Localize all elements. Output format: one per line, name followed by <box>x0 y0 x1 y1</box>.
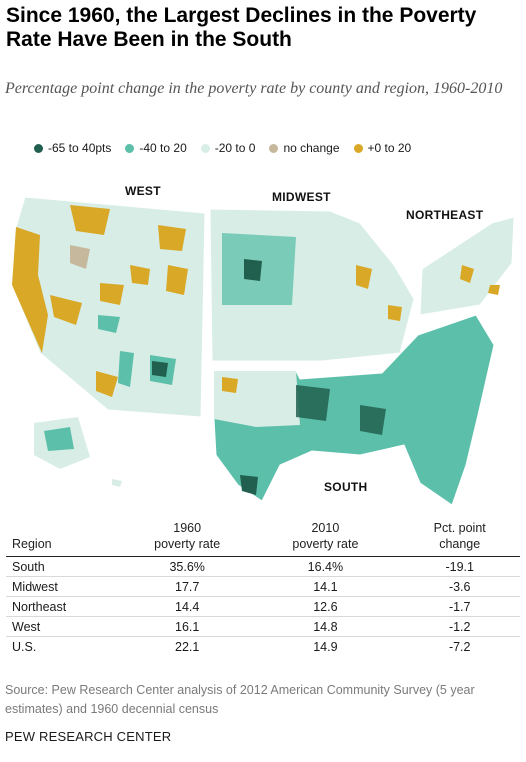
cell-rate-2010: 14.9 <box>313 639 338 654</box>
col-header-change-line1: Pct. point <box>433 521 486 535</box>
legend-item: -40 to 20 <box>125 141 187 155</box>
northeast-region-shape <box>419 216 515 316</box>
cell-region: South <box>6 556 123 577</box>
west-gold-area <box>50 295 82 325</box>
cell-region: West <box>6 616 123 637</box>
col-header-region: Region <box>6 518 123 557</box>
cell-change: -1.7 <box>399 596 520 617</box>
west-gold-area <box>70 205 110 235</box>
west-gold-area <box>70 245 90 269</box>
legend-swatch <box>125 143 135 153</box>
northeast-gold-area <box>488 285 500 295</box>
west-gold-area <box>158 225 186 251</box>
west-teal-area <box>118 351 134 387</box>
table-row: West 16.1 14.8 -1.2 <box>6 616 520 637</box>
region-south <box>213 314 495 506</box>
col-header-2010: 2010 poverty rate <box>251 518 400 557</box>
table-row: South 35.6% 16.4% -19.1 <box>6 556 520 577</box>
table-header-row: Region 1960 poverty rate 2010 poverty ra… <box>6 518 520 557</box>
west-gold-area <box>166 265 188 295</box>
footer-credit: PEW RESEARCH CENTER <box>5 729 172 744</box>
midwest-gold-area <box>388 305 402 321</box>
col-header-change-line2: change <box>439 537 481 551</box>
us-county-map: WEST MIDWEST NORTHEAST SOUTH <box>0 165 526 520</box>
cell-rate-1960: 16.1 <box>122 616 252 637</box>
west-dark-area <box>152 361 168 377</box>
cell-change: -19.1 <box>399 556 520 577</box>
south-dark-area <box>240 475 258 495</box>
legend-swatch <box>353 143 363 153</box>
region-label-west: WEST <box>125 184 161 198</box>
poverty-rate-table: Region 1960 poverty rate 2010 poverty ra… <box>6 518 520 656</box>
legend-label: -65 to 40pts <box>48 141 112 155</box>
midwest-dark-area <box>244 259 262 281</box>
cell-change: -3.6 <box>399 576 520 597</box>
cell-rate-1960: 22.1 <box>175 639 200 654</box>
legend-item: -65 to 40pts <box>34 141 111 155</box>
legend-label: -40 to 20 <box>139 141 187 155</box>
legend-item: +0 to 20 <box>353 141 412 155</box>
hawaii-shape <box>112 479 122 487</box>
table-row: U.S. 22.1 14.9 -7.2 <box>6 637 520 657</box>
col-header-2010-line1: 2010 <box>311 521 340 535</box>
south-dark-area <box>360 405 386 435</box>
cell-rate-2010: 12.6 <box>251 596 400 617</box>
cell-region: Midwest <box>6 576 123 597</box>
map-svg: WEST MIDWEST NORTHEAST SOUTH <box>11 184 515 506</box>
legend-label: +0 to 20 <box>367 141 412 155</box>
midwest-gold-area <box>356 265 372 289</box>
col-header-1960: 1960 poverty rate <box>122 518 252 557</box>
col-header-1960-line1: 1960 <box>173 521 202 535</box>
south-dark-area <box>296 385 330 421</box>
northeast-gold-area <box>460 265 474 283</box>
region-label-midwest: MIDWEST <box>272 190 331 204</box>
legend: -65 to 40pts -40 to 20 -20 to 0 no chang… <box>34 139 425 157</box>
region-label-northeast: NORTHEAST <box>406 208 484 222</box>
col-header-1960-line2: poverty rate <box>154 537 221 551</box>
chart-title: Since 1960, the Largest Declines in the … <box>6 4 477 51</box>
legend-label: no change <box>283 141 340 155</box>
west-gold-area <box>96 371 118 397</box>
cell-rate-1960: 14.4 <box>122 596 252 617</box>
col-header-region-text: Region <box>12 537 52 551</box>
west-gold-area <box>100 283 124 305</box>
cell-rate-2010: 14.1 <box>251 576 400 597</box>
legend-swatch <box>34 143 43 153</box>
cell-rate-2010: 16.4% <box>251 556 400 577</box>
region-northeast <box>419 216 515 316</box>
cell-rate-1960: 35.6% <box>122 556 252 577</box>
west-gold-area <box>130 265 150 285</box>
cell-change: -7.2 <box>448 639 471 654</box>
west-teal-area <box>98 315 120 333</box>
cell-change: -1.2 <box>399 616 520 637</box>
alaska-teal <box>44 427 74 451</box>
west-coast-gold-band <box>12 227 48 353</box>
legend-item: -20 to 0 <box>200 141 256 155</box>
region-midwest <box>209 208 415 362</box>
table-row: Midwest 17.7 14.1 -3.6 <box>6 576 520 597</box>
chart-subtitle: Percentage point change in the poverty r… <box>5 80 503 97</box>
region-west <box>11 196 206 487</box>
south-gold-area <box>222 377 238 393</box>
table-row: Northeast 14.4 12.6 -1.7 <box>6 596 520 617</box>
col-header-change: Pct. point change <box>399 518 520 557</box>
cell-region: Northeast <box>6 596 123 617</box>
legend-label: -20 to 0 <box>214 141 256 155</box>
cell-rate-2010: 14.8 <box>251 616 400 637</box>
col-header-2010-line2: poverty rate <box>292 537 359 551</box>
cell-rate-1960: 17.7 <box>122 576 252 597</box>
cell-region: U.S. <box>12 639 37 654</box>
legend-swatch <box>269 143 279 153</box>
legend-item: no change <box>269 141 340 155</box>
region-label-south: SOUTH <box>324 480 368 494</box>
source-note: Source: Pew Research Center analysis of … <box>5 683 475 716</box>
legend-swatch <box>200 143 210 153</box>
